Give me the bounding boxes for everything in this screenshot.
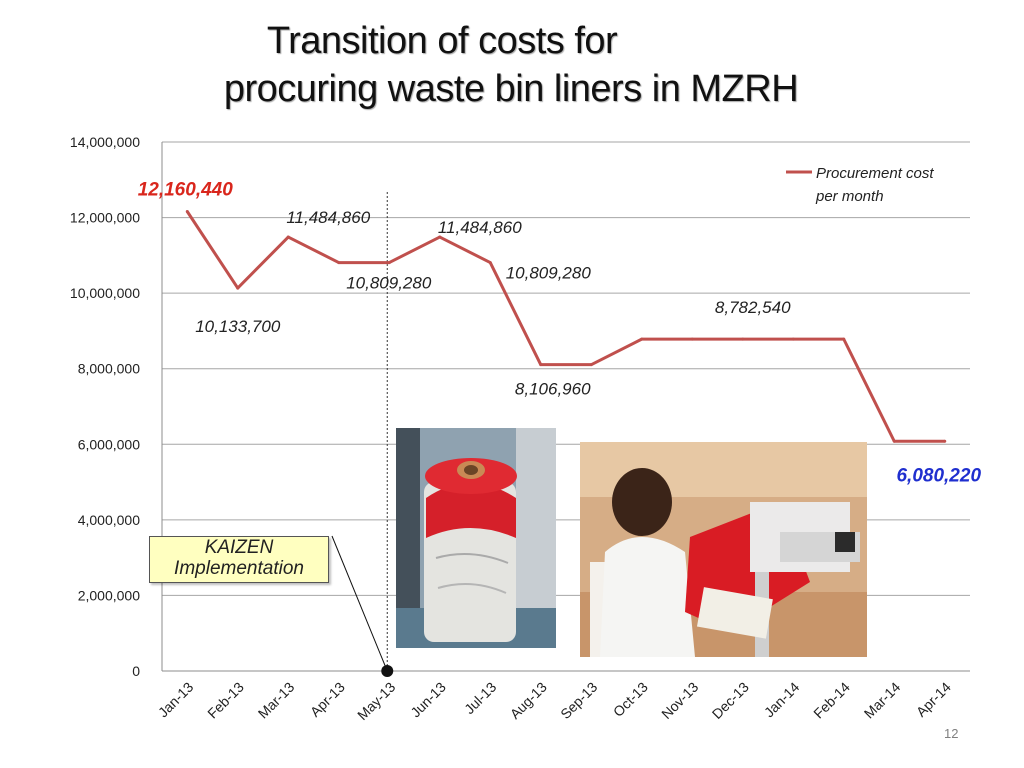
data-point	[943, 439, 947, 443]
data-label: 8,106,960	[515, 380, 591, 399]
data-label: 11,484,860	[438, 218, 522, 237]
series-layer	[185, 210, 947, 443]
data-point	[286, 235, 290, 239]
x-tick-label: Sep-13	[557, 679, 600, 722]
data-point	[337, 261, 341, 265]
data-point	[690, 337, 694, 341]
data-point	[640, 337, 644, 341]
y-tick-label: 10,000,000	[70, 285, 140, 301]
data-label: 10,809,280	[506, 264, 592, 283]
y-tick-label: 14,000,000	[70, 134, 140, 150]
kaizen-leader-line	[331, 535, 388, 672]
rolled-red-bin-liners-photo	[396, 428, 556, 648]
y-tick-label: 2,000,000	[78, 587, 140, 603]
kaizen-callout-line2: Implementation	[174, 558, 304, 579]
y-tick-label: 4,000,000	[78, 512, 140, 528]
x-tick-label: Nov-13	[658, 679, 701, 722]
x-tick-label: Jan-13	[155, 679, 197, 721]
data-point	[892, 439, 896, 443]
x-tick-label: Dec-13	[709, 679, 752, 722]
legend: Procurement cost per month	[786, 165, 934, 205]
data-point	[488, 261, 492, 265]
y-tick-labels: 0 2,000,000 4,000,000 6,000,000 8,000,000 10,…	[70, 134, 140, 679]
x-tick-label: Jun-13	[407, 679, 449, 721]
x-tick-labels: Jan-13 Feb-13 Mar-13 Apr-13 May-13 Jun-13 Jul-…	[155, 679, 954, 723]
x-tick-label: Apr-13	[307, 679, 348, 720]
y-tick-label: 12,000,000	[70, 210, 140, 226]
staff-sealing-bin-liners-photo	[580, 442, 867, 657]
data-label: 10,133,700	[195, 317, 281, 336]
legend-label-line2: per month	[815, 188, 884, 205]
series-line-procurement-cost	[185, 210, 945, 443]
data-label: 10,809,280	[346, 274, 432, 293]
kaizen-callout-line1: KAIZEN	[204, 537, 274, 558]
x-tick-label: Jul-13	[461, 679, 499, 717]
x-tick-label: Aug-13	[507, 679, 550, 722]
y-tick-label: 0	[132, 663, 140, 679]
slide-title-line2: procuring waste bin liners in MZRH	[223, 68, 799, 110]
legend-label-line1: Procurement cost	[816, 165, 934, 182]
y-tick-label: 6,000,000	[78, 436, 140, 452]
data-point	[438, 235, 442, 239]
kaizen-marker-layer	[331, 192, 394, 677]
x-tick-label: Feb-13	[204, 679, 247, 722]
slide-title-line1: Transition of costs for	[266, 20, 618, 62]
data-label: 11,484,860	[286, 208, 370, 227]
data-point	[236, 286, 240, 290]
data-point	[539, 363, 543, 367]
x-tick-label: Feb-14	[810, 679, 853, 722]
y-tick-label: 8,000,000	[78, 361, 140, 377]
x-tick-label: Mar-13	[255, 679, 298, 722]
x-tick-label: Mar-14	[861, 679, 904, 722]
data-point	[741, 337, 745, 341]
data-point	[589, 363, 593, 367]
x-tick-label: Jan-14	[761, 679, 803, 721]
data-point	[842, 337, 846, 341]
data-label: 6,080,220	[896, 465, 981, 486]
data-point	[185, 210, 189, 214]
kaizen-marker-dot	[381, 665, 394, 677]
data-point	[791, 337, 795, 341]
data-label: 8,782,540	[715, 298, 791, 317]
kaizen-implementation-callout: KAIZEN Implementation	[149, 536, 329, 583]
x-tick-label: May-13	[354, 679, 398, 723]
x-tick-label: Oct-13	[610, 679, 651, 720]
x-tick-label: Apr-14	[913, 679, 954, 720]
data-label: 12,160,440	[138, 180, 234, 201]
data-labels: 12,160,440 10,133,700 11,484,860 10,809,280…	[138, 180, 982, 487]
page-number: 12	[944, 726, 959, 741]
data-point	[387, 261, 391, 265]
